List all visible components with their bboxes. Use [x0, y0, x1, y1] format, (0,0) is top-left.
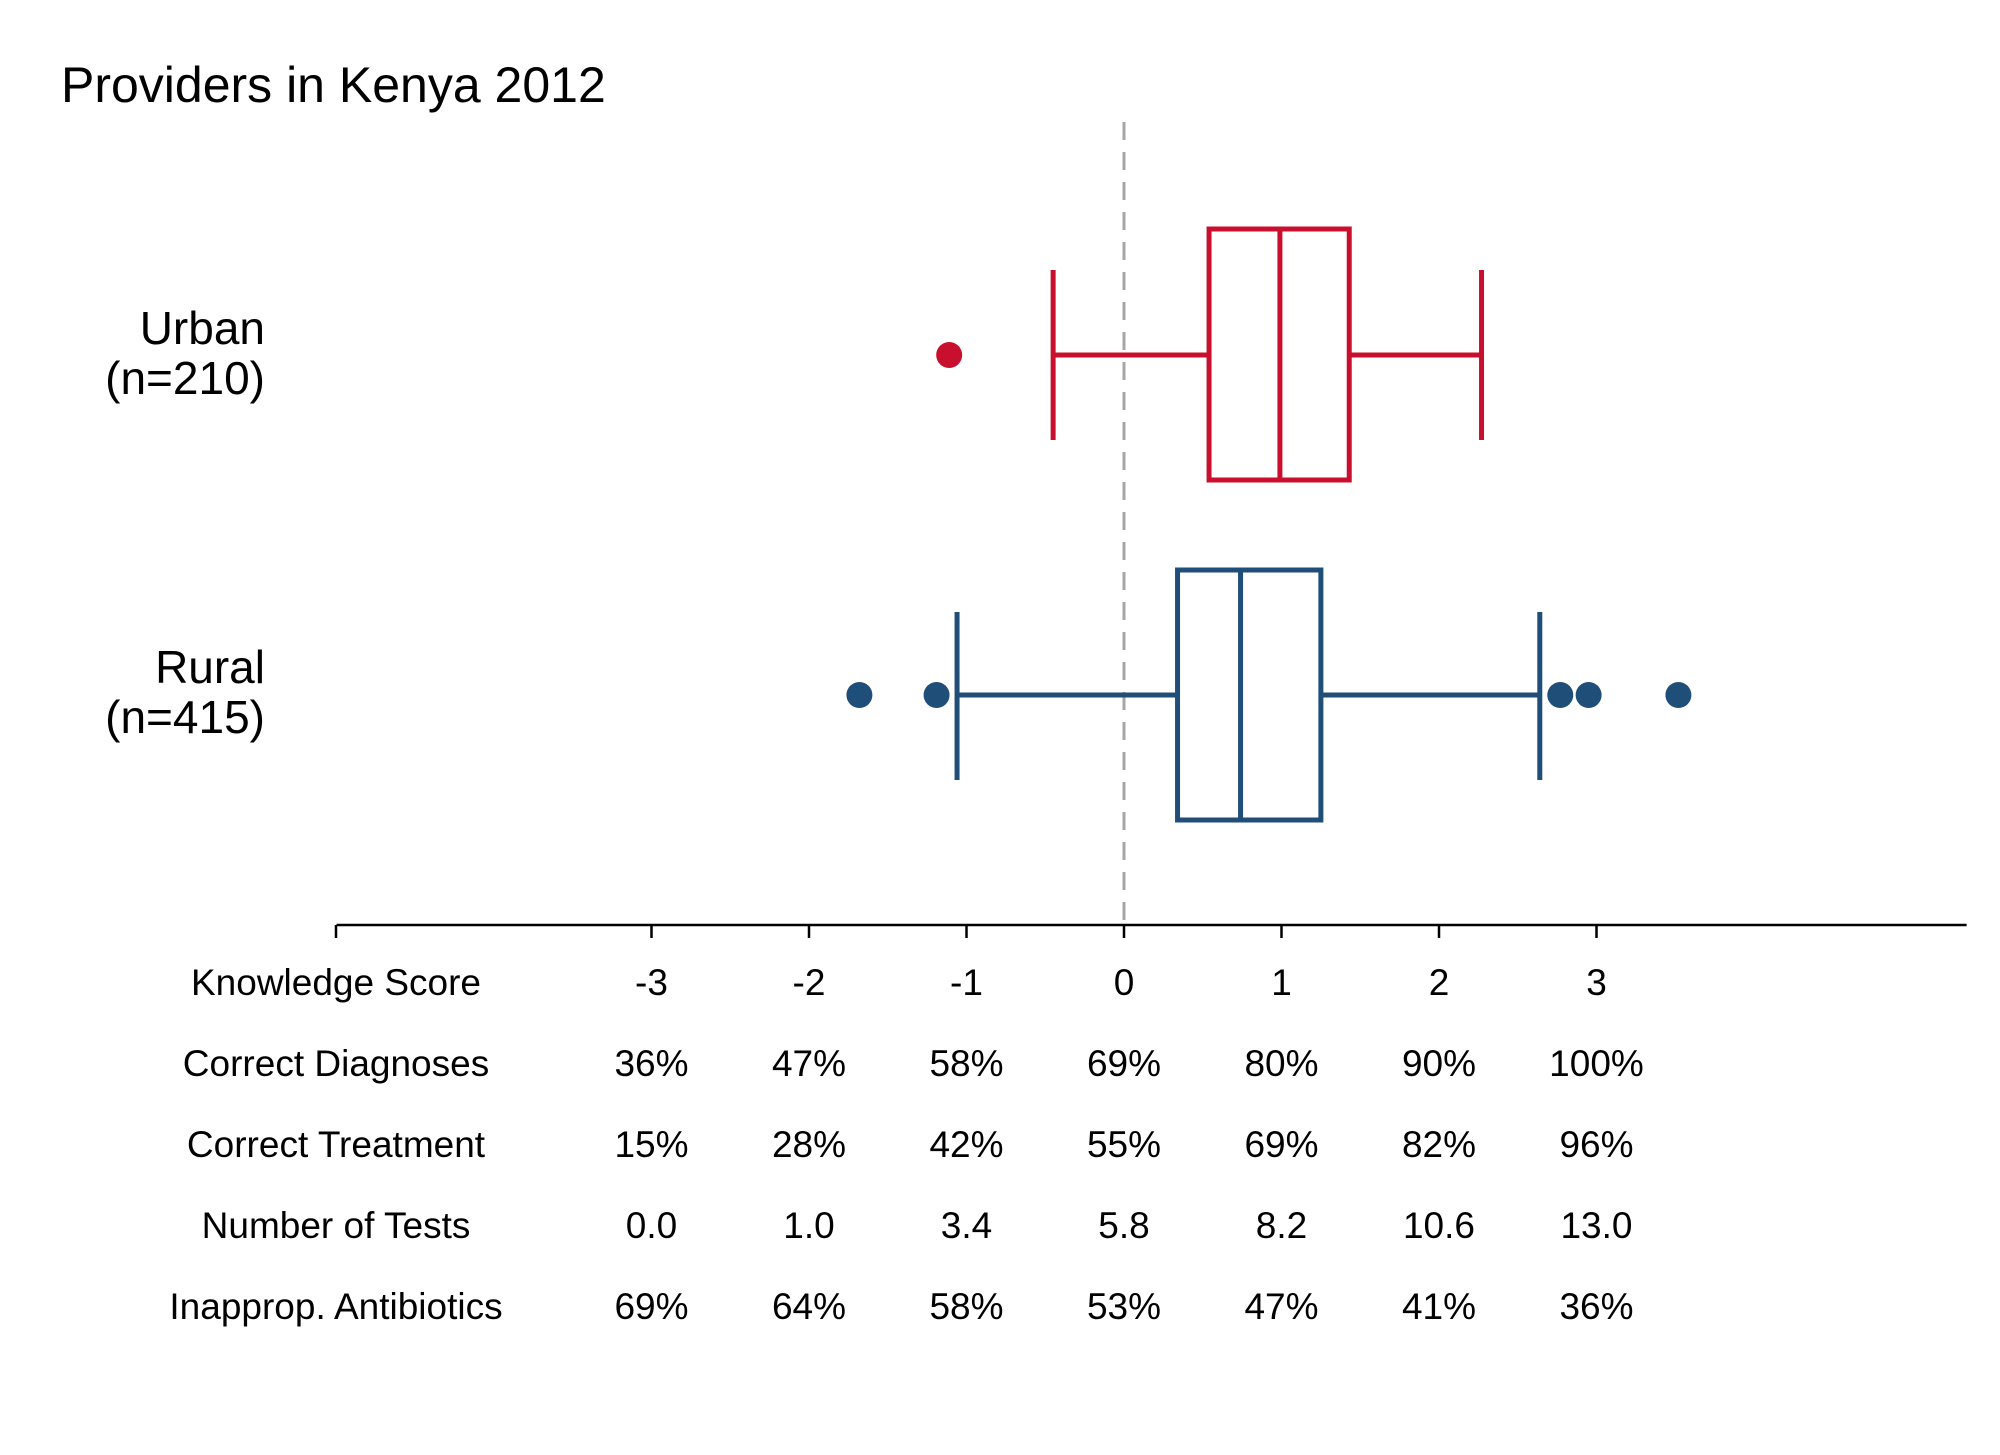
table-cell: 0.0 — [626, 1205, 677, 1246]
outlier-point — [1665, 682, 1692, 708]
table-cell: 5.8 — [1098, 1205, 1149, 1246]
table-cell: 13.0 — [1560, 1205, 1632, 1246]
outlier-point — [1575, 682, 1602, 708]
table-cell: 58% — [929, 1043, 1003, 1084]
outlier-point — [936, 342, 963, 368]
table-cell: 69% — [1244, 1124, 1318, 1165]
table-cell: -2 — [793, 962, 826, 1003]
table-cell: 64% — [772, 1286, 846, 1327]
table-cell: 69% — [1087, 1043, 1161, 1084]
table-row: Number of Tests 0.0 1.0 3.4 5.8 8.2 10.6 13.0 — [202, 1205, 1633, 1246]
table-cell: 1.0 — [783, 1205, 834, 1246]
box-group-rural: Rural(n=415) — [105, 567, 1692, 823]
table-row-label: Number of Tests — [202, 1205, 471, 1246]
table-row-label: Knowledge Score — [191, 962, 481, 1003]
table-row-label: Inapprop. Antibiotics — [169, 1286, 502, 1327]
table-cell: 36% — [1559, 1286, 1633, 1327]
table-cell: 90% — [1402, 1043, 1476, 1084]
outlier-point — [846, 682, 873, 708]
table-cell: 100% — [1549, 1043, 1644, 1084]
table-cell: 82% — [1402, 1124, 1476, 1165]
group-label: Rural — [155, 641, 265, 693]
table-cell: 0 — [1114, 962, 1135, 1003]
table-cell: 8.2 — [1256, 1205, 1307, 1246]
table-row: Knowledge Score -3 -2 -1 0 1 2 3 — [191, 962, 1607, 1003]
table-row: Correct Diagnoses 36% 47% 58% 69% 80% 90% 100% — [183, 1043, 1644, 1084]
group-count-label: (n=210) — [105, 352, 265, 404]
table-cell: 69% — [614, 1286, 688, 1327]
table-cell: 28% — [772, 1124, 846, 1165]
table-cell: 53% — [1087, 1286, 1161, 1327]
table-cell: 42% — [929, 1124, 1003, 1165]
outlier-point — [1547, 682, 1574, 708]
table-cell: 55% — [1087, 1124, 1161, 1165]
table-cell: 47% — [1244, 1286, 1318, 1327]
table-row-label: Correct Treatment — [187, 1124, 486, 1165]
table-cell: -3 — [635, 962, 668, 1003]
table-cell: 2 — [1429, 962, 1450, 1003]
table-cell: 58% — [929, 1286, 1003, 1327]
group-label: Urban — [140, 302, 265, 354]
table-cell: 15% — [614, 1124, 688, 1165]
table-cell: 10.6 — [1403, 1205, 1475, 1246]
table-row-label: Correct Diagnoses — [183, 1043, 489, 1084]
table-cell: 96% — [1559, 1124, 1633, 1165]
table-row: Inapprop. Antibiotics 69% 64% 58% 53% 47% 41% 3… — [169, 1286, 1633, 1327]
table-row: Correct Treatment 15% 28% 42% 55% 69% 82% 96% — [187, 1124, 1634, 1165]
plot-area: Urban(n=210) Rural(n=415) — [105, 122, 1692, 925]
box-group-urban: Urban(n=210) — [105, 226, 1485, 483]
table-cell: 36% — [614, 1043, 688, 1084]
outlier-point — [923, 682, 950, 708]
x-axis — [334, 923, 1967, 938]
table-cell: 47% — [772, 1043, 846, 1084]
iqr-box — [1175, 567, 1324, 823]
table-cell: -1 — [950, 962, 983, 1003]
table-cell: 41% — [1402, 1286, 1476, 1327]
axis-value-table: Knowledge Score -3 -2 -1 0 1 2 3 Correct Diagnos… — [169, 962, 1643, 1327]
table-cell: 3 — [1586, 962, 1607, 1003]
table-cell: 80% — [1244, 1043, 1318, 1084]
table-cell: 3.4 — [941, 1205, 992, 1246]
chart-title: Providers in Kenya 2012 — [61, 57, 606, 113]
table-cell: 1 — [1271, 962, 1292, 1003]
group-count-label: (n=415) — [105, 691, 265, 743]
